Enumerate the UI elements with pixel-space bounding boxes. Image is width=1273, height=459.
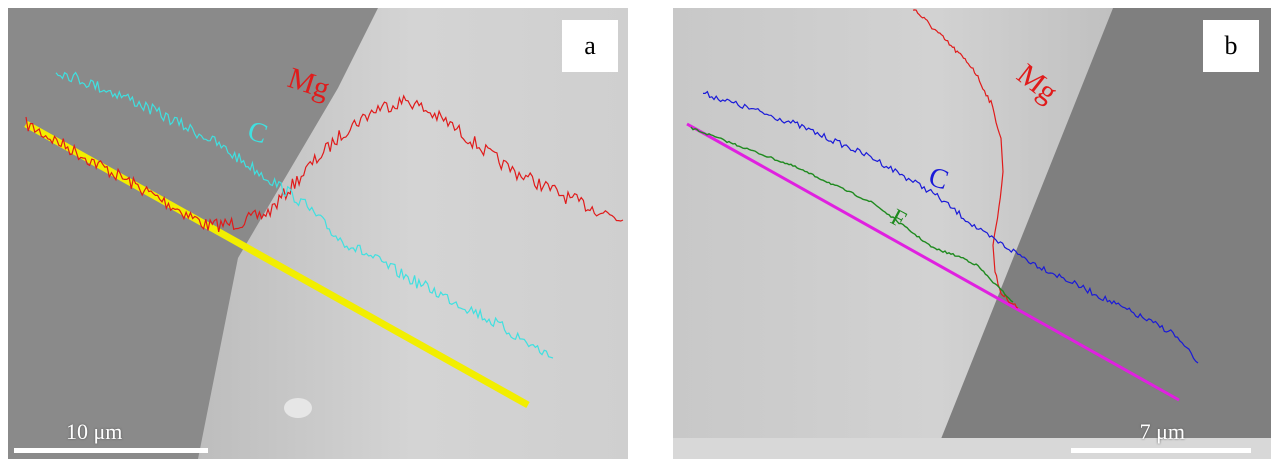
linescan-line-b xyxy=(686,122,1180,402)
scale-bar-a xyxy=(14,448,208,453)
sem-panel-a: Mg C a 10 μm xyxy=(8,8,628,459)
sem-panel-b: Mg C F b 7 μm xyxy=(673,8,1271,459)
panel-label-b: b xyxy=(1203,20,1259,72)
scale-bar-label-a: 10 μm xyxy=(66,419,123,444)
scale-bar-b xyxy=(1071,448,1251,453)
sem-image-b: Mg C F xyxy=(673,8,1271,459)
linescan-line-a xyxy=(24,120,530,409)
mg-profile-b xyxy=(912,9,1019,309)
mg-profile-a xyxy=(25,94,624,233)
f-profile-b xyxy=(690,126,1014,303)
fiber-region xyxy=(198,8,628,459)
c-profile-a xyxy=(55,71,554,359)
panel-label-a: a xyxy=(562,20,618,72)
c-profile-b xyxy=(703,90,1199,364)
scale-bar-label-b: 7 μm xyxy=(1139,419,1185,444)
fiber-region-b xyxy=(933,8,1271,459)
sem-image-a: Mg C xyxy=(8,8,628,459)
